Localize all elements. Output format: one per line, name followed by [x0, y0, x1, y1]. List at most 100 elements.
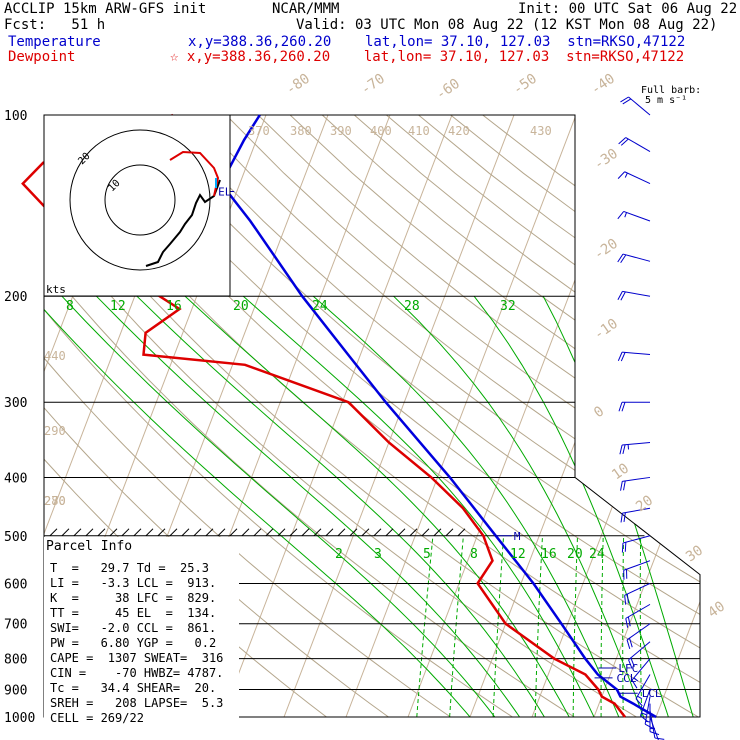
hodograph-frame [44, 115, 230, 296]
wind-barb-flag [619, 402, 622, 411]
wind-barb-staff [624, 561, 650, 571]
mixing-ratio-label: 3 [374, 547, 382, 562]
moist-adiabat-label: 24 [312, 299, 328, 314]
hatch-mark [62, 529, 69, 536]
isotherm-label: -20 [591, 236, 621, 264]
isotherm-label: 0 [591, 403, 607, 421]
wind-barb-flag [623, 445, 625, 454]
theta-label: 390 [330, 124, 352, 138]
hatch-mark [266, 529, 273, 536]
dry-adiabat-line [322, 115, 740, 730]
parcel-info-title: Parcel Info [46, 539, 132, 554]
hatch-mark [206, 529, 213, 536]
isotherm-label: -80 [283, 71, 313, 99]
hatch-mark [182, 529, 189, 536]
parcel-row: K = 38 LFC = 829. [50, 591, 216, 606]
moist-adiabat-label: 12 [110, 299, 126, 314]
theta-label: 270 [44, 494, 66, 508]
hatch-mark [446, 529, 453, 536]
dry-adiabat-line [226, 115, 740, 730]
isotherm-label: 40 [705, 599, 728, 622]
hatch-mark [122, 529, 129, 536]
wind-barb-flag [620, 445, 622, 454]
hatch-mark [134, 529, 141, 536]
wind-barb-flag [626, 618, 628, 627]
theta-label: 400 [370, 124, 392, 138]
wind-barb-flag [622, 543, 623, 552]
isotherm-line [222, 115, 452, 717]
parcel-row: Tc = 34.4 SHEAR= 20. [50, 681, 216, 696]
theta-label: 380 [290, 124, 312, 138]
hodograph-units: kts [46, 283, 66, 296]
wind-barb-staff [622, 477, 650, 481]
dry-adiabat-line [386, 115, 740, 730]
theta-label: 290 [44, 424, 66, 438]
hodograph: 2010kts [44, 115, 230, 296]
isotherm-line [656, 115, 740, 717]
barb-legend-unit: 5 m s⁻¹ [645, 96, 687, 106]
hatch-mark [278, 529, 285, 536]
hatch-mark [458, 529, 465, 536]
wind-barb-flag [624, 513, 625, 522]
hatch-mark [170, 529, 177, 536]
hatch-mark [50, 529, 57, 536]
wind-barb-flag [630, 638, 633, 647]
hatch-mark [386, 529, 393, 536]
theta-label: 440 [44, 349, 66, 363]
hatch-mark [218, 529, 225, 536]
mixing-ratio-label: 8 [470, 547, 478, 562]
moist-adiabat-label: 8 [66, 299, 74, 314]
wind-barb-staff [626, 604, 650, 618]
dry-adiabat-line [451, 115, 740, 730]
pressure-tick-label: 300 [4, 396, 27, 411]
isotherm-label: -50 [510, 71, 540, 99]
init-time: Init: 00 UTC Sat 06 Aug 22 [518, 2, 737, 17]
hatch-mark [98, 529, 105, 536]
hatch-mark [302, 529, 309, 536]
dewpoint-legend-label: Dewpoint [8, 50, 75, 65]
hatch-mark [242, 529, 249, 536]
moist-adiabat-line [185, 296, 569, 717]
wind-barb-flag [625, 212, 627, 217]
parcel-row: T = 29.7 Td = 25.3 [50, 561, 209, 576]
isotherm-label: 30 [683, 543, 706, 566]
mixing-ratio-label: 5 [423, 547, 431, 562]
mixing-ratio-label: 20 [567, 547, 583, 562]
pressure-tick-label: 800 [4, 653, 27, 668]
moist-adiabat-label: 20 [233, 299, 249, 314]
wind-barb-flag [622, 402, 625, 411]
pressure-tick-label: 500 [4, 530, 27, 545]
wind-barb-flag [655, 738, 664, 739]
theta-label: 370 [248, 124, 270, 138]
wind-barb-flag [618, 172, 625, 179]
dry-adiabat-line [258, 115, 740, 730]
pressure-tick-label: 100 [4, 109, 27, 124]
mixing-ratio-label: 2 [335, 547, 343, 562]
parcel-row: CELL = 269/22 [50, 711, 144, 726]
model-title: ACCLIP 15km ARW-GFS init [4, 2, 206, 17]
isotherm-label: -30 [591, 146, 621, 174]
parcel-row: PW = 6.80 YGP = 0.2 [50, 636, 216, 651]
moist-adiabat-line [243, 296, 594, 717]
parcel-row: LI = -3.3 LCL = 913. [50, 576, 216, 591]
isotherm-label: 20 [633, 493, 656, 516]
dewpoint-location-info: ☆ x,y=388.36,260.20 lat,lon= 37.10, 127.… [170, 50, 684, 65]
wind-barb-staff [626, 138, 650, 152]
mixing-ratio-label: 16 [541, 547, 557, 562]
theta-label: 430 [530, 124, 552, 138]
wind-barb-flag [621, 513, 622, 522]
isotherm-label: -40 [588, 71, 618, 99]
wind-barb-staff [622, 352, 650, 354]
pressure-tick-label: 200 [4, 290, 27, 305]
hatch-mark [86, 529, 93, 536]
hatch-mark [398, 529, 405, 536]
isotherm-label: 10 [609, 461, 632, 484]
parcel-row: CIN = -70 HWBZ= 4787. [50, 666, 223, 681]
wind-barb-staff [625, 583, 650, 595]
level-marker-label: EL [218, 186, 232, 199]
isotherm-label: -60 [433, 76, 463, 104]
pressure-tick-label: 900 [4, 683, 27, 698]
wind-barb-flag [624, 481, 626, 490]
wind-barb-staff [623, 254, 650, 261]
moist-adiabat-label: 32 [500, 299, 516, 314]
